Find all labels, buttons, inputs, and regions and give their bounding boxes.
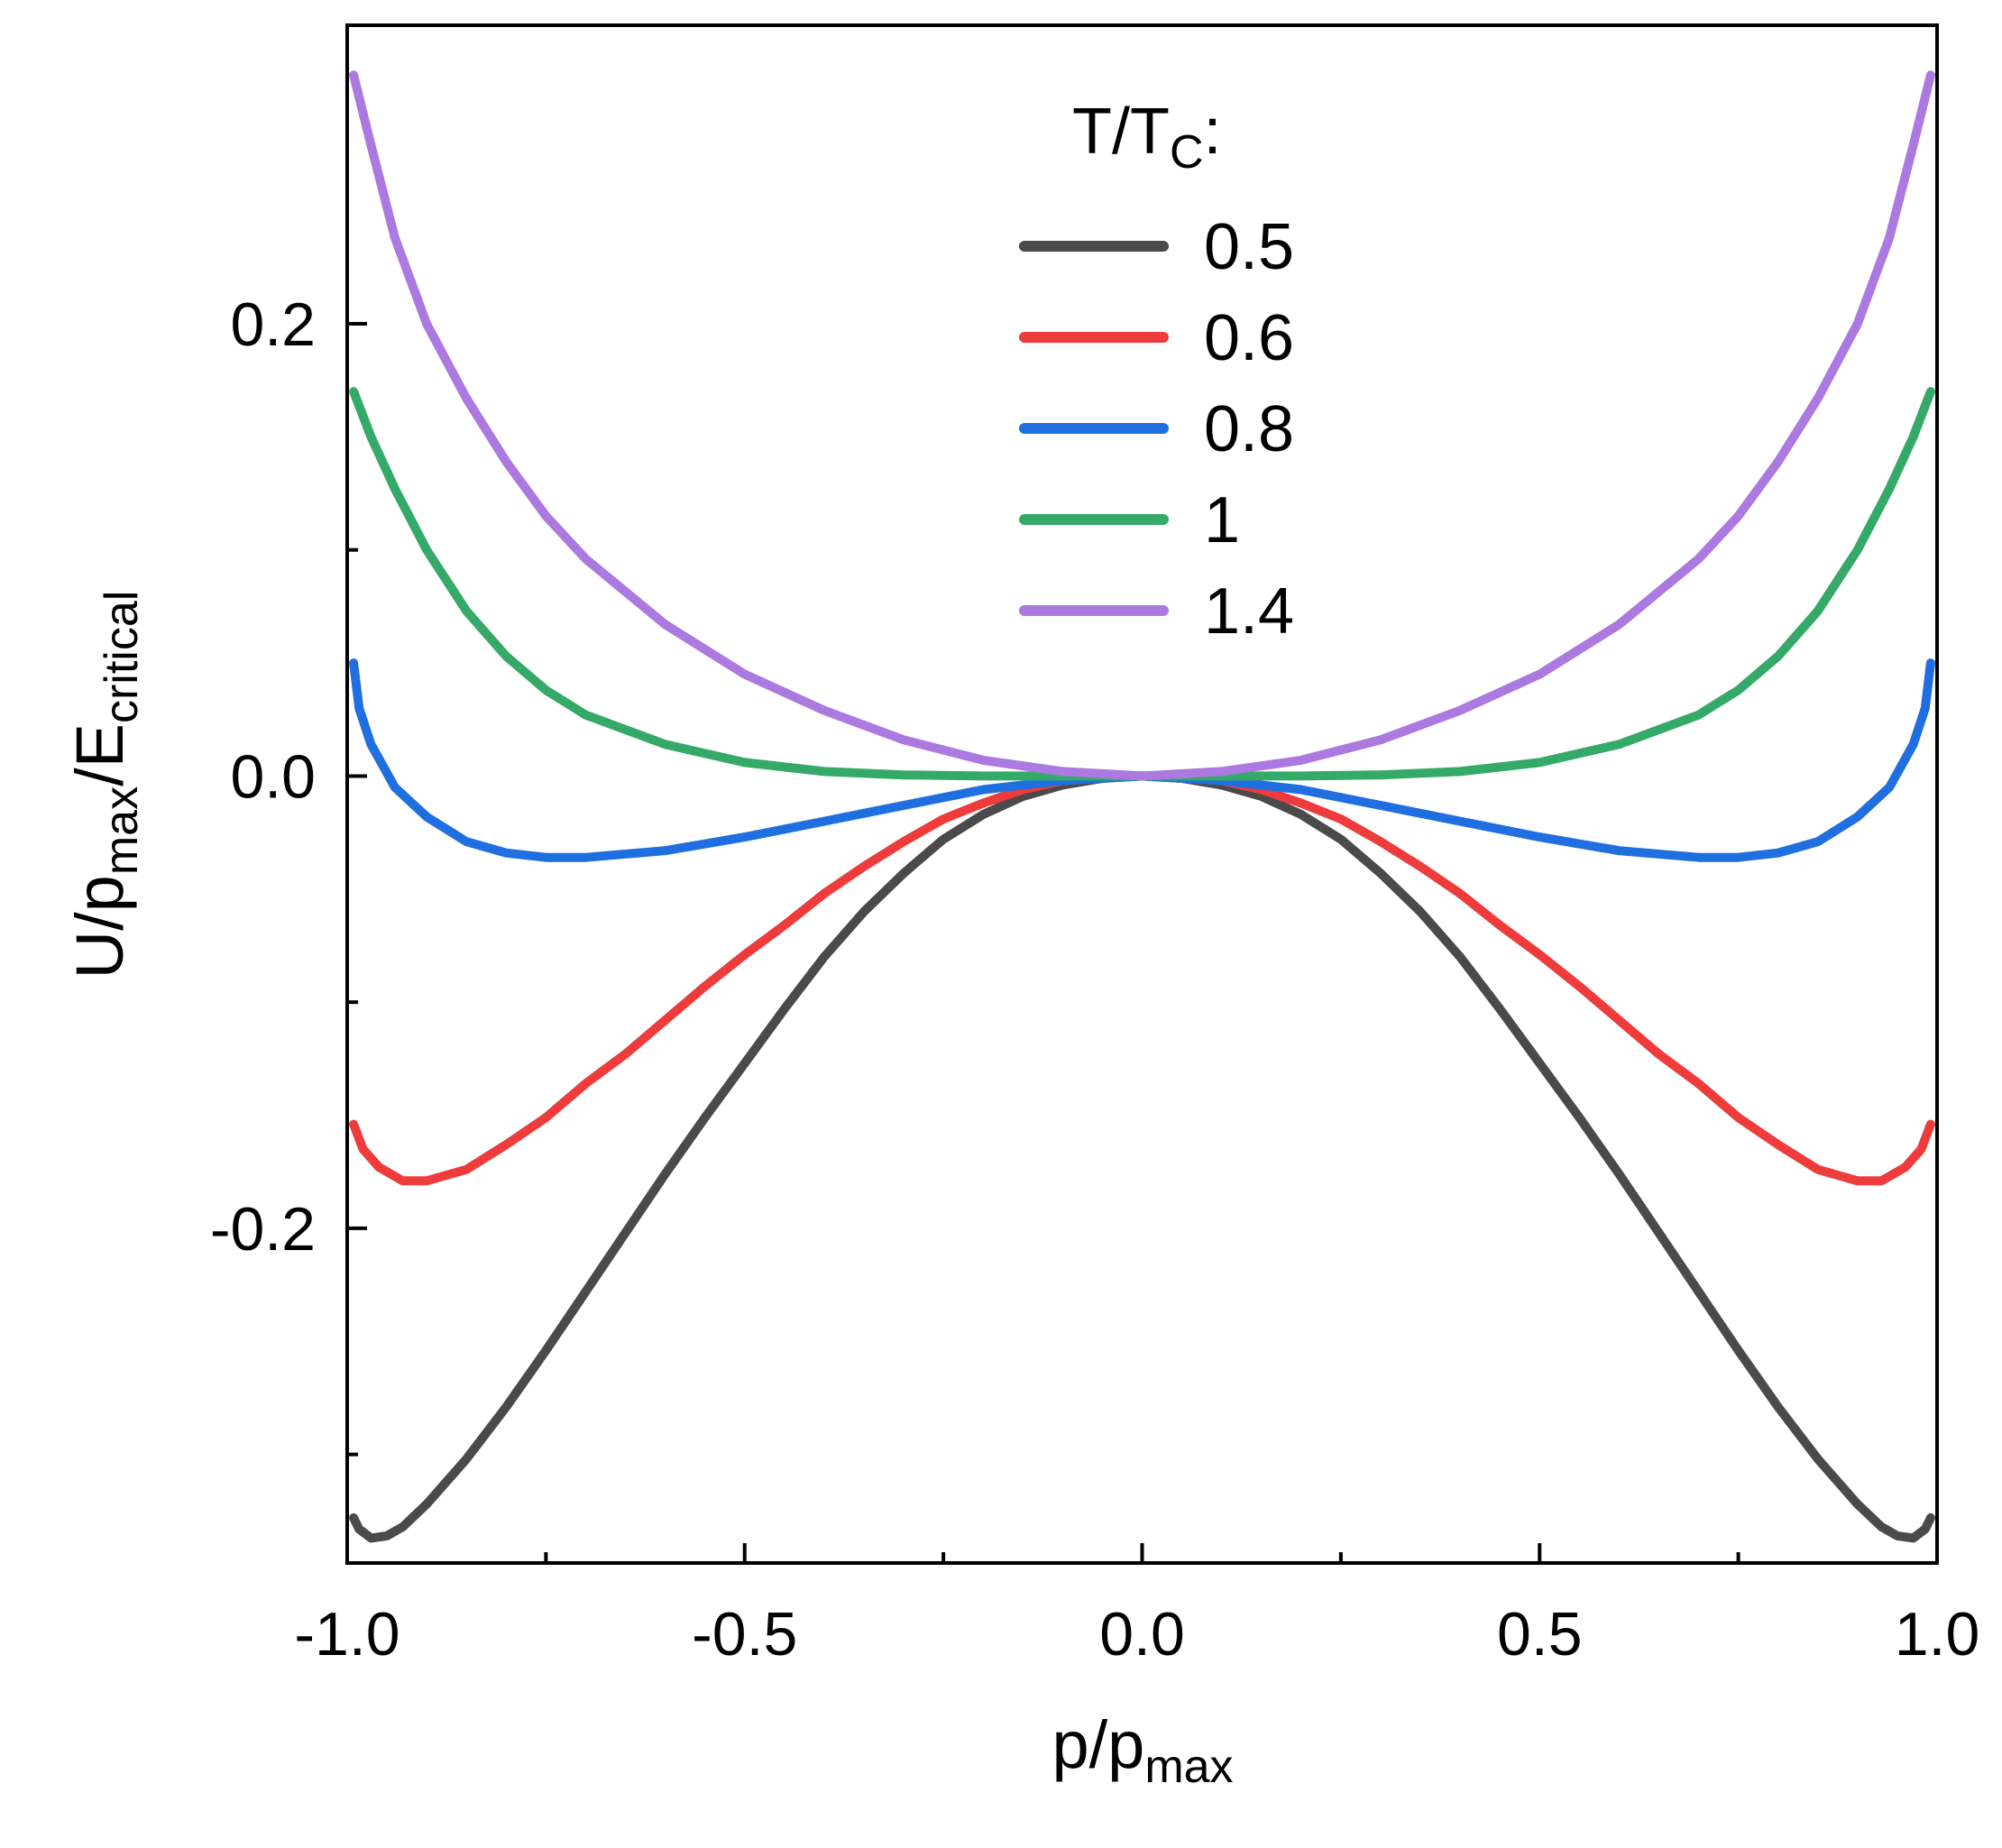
y-tick-label: 0.0 (230, 742, 316, 811)
x-axis-title: p/pmax (1052, 1707, 1233, 1793)
x-tick-label: 0.0 (1099, 1600, 1185, 1669)
plot-frame (345, 23, 1939, 1565)
x-tick-label: -0.5 (692, 1600, 797, 1669)
legend-label: 0.8 (1204, 393, 1294, 465)
legend-label: 0.5 (1204, 211, 1294, 283)
series-line-1_4 (349, 70, 1935, 781)
series-layer (349, 70, 1935, 1543)
y-axis-title: U/pmax/Ecritical (62, 591, 148, 979)
y-tick-label: -0.2 (210, 1195, 316, 1264)
x-tick-label: -1.0 (294, 1600, 399, 1669)
legend-label: 1 (1204, 484, 1240, 556)
series-line-0_6 (349, 771, 1935, 1186)
x-tick-label: 0.5 (1497, 1600, 1583, 1669)
x-tick-label: 1.0 (1895, 1600, 1980, 1669)
series-line-1 (349, 387, 1935, 781)
legend: T/TC: 0.5 0.6 0.8 1 1.4 (1019, 96, 1294, 648)
series-line-0_8 (349, 658, 1935, 862)
axis-titles: p/pmax U/pmax/Ecritical (62, 591, 1234, 1793)
axes-layer: -1.0 -0.5 0.0 0.5 1.0 -0.2 0.0 0.2 (210, 23, 1980, 1669)
legend-label: 0.6 (1204, 302, 1294, 374)
series-line-0_5 (349, 771, 1935, 1543)
legend-label: 1.4 (1204, 575, 1294, 648)
legend-title: T/TC: (1072, 96, 1222, 179)
y-tick-label: 0.2 (230, 290, 316, 359)
